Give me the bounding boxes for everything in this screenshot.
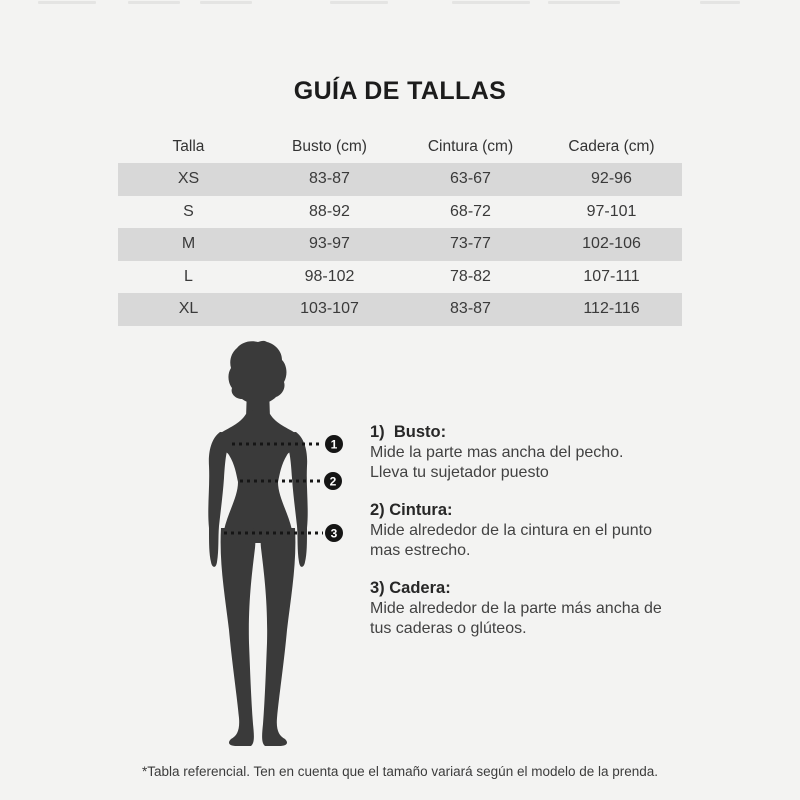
size-table-header-row: Talla Busto (cm) Cintura (cm) Cadera (cm… (118, 130, 682, 163)
marker-2-number: 2 (330, 475, 337, 489)
cell-talla: XS (177, 170, 200, 188)
column-header-talla: Talla (172, 137, 205, 155)
column-header-cadera: Cadera (cm) (568, 137, 655, 155)
cell-busto: 98-102 (304, 267, 355, 285)
cell-busto: 103-107 (300, 300, 359, 318)
instruction-desc-busto: Mide la parte mas ancha del pecho. Lleva… (370, 444, 624, 481)
instruction-label-busto: 1) Busto: (370, 423, 447, 441)
cell-cintura: 68-72 (450, 202, 491, 220)
instruction-label-cintura: 2) Cintura: (370, 501, 453, 519)
cell-cintura: 83-87 (450, 300, 491, 318)
marker-1-circle (325, 435, 343, 453)
cell-cadera: 97-101 (586, 202, 637, 220)
measurement-instructions: 1) Busto: Mide la parte mas ancha del pe… (370, 423, 710, 657)
cell-busto: 83-87 (309, 170, 350, 188)
table-row: XL 103-107 83-87 112-116 (118, 293, 682, 326)
cell-busto: 88-92 (309, 202, 350, 220)
cell-busto: 93-97 (309, 235, 350, 253)
measurement-markers: 1 2 3 (324, 435, 343, 542)
cell-cadera: 107-111 (583, 267, 640, 285)
female-silhouette-icon: 1 2 3 (208, 340, 343, 746)
cell-cintura: 73-77 (450, 235, 491, 253)
cell-talla: M (181, 235, 196, 253)
instruction-label-cadera: 3) Cadera: (370, 579, 451, 597)
table-row: M 93-97 73-77 102-106 (118, 228, 682, 261)
column-header-cintura: Cintura (cm) (427, 137, 514, 155)
page-title: GUÍA DE TALLAS (293, 77, 507, 105)
cell-cadera: 92-96 (591, 170, 632, 188)
marker-3-circle (325, 524, 343, 542)
body-measurement-diagram: 1 2 3 (158, 338, 358, 768)
marker-1-number: 1 (331, 438, 338, 452)
cell-cadera: 112-116 (583, 300, 640, 318)
instruction-item: 2) Cintura: Mide alrededor de la cintura… (370, 501, 710, 560)
top-crop-artifact (0, 0, 800, 6)
table-row: S 88-92 68-72 97-101 (118, 196, 682, 229)
instruction-item: 3) Cadera: Mide alrededor de la parte má… (370, 579, 710, 638)
instruction-item: 1) Busto: Mide la parte mas ancha del pe… (370, 423, 710, 482)
marker-3-number: 3 (331, 527, 338, 541)
instruction-desc-cintura: Mide alrededor de la cintura en el punto… (370, 522, 652, 559)
table-row: L 98-102 78-82 107-111 (118, 261, 682, 294)
cell-cintura: 63-67 (450, 170, 491, 188)
cell-cadera: 102-106 (582, 235, 641, 253)
cell-cintura: 78-82 (450, 267, 491, 285)
cell-talla: S (183, 202, 194, 220)
column-header-busto: Busto (cm) (292, 137, 367, 155)
size-table: Talla Busto (cm) Cintura (cm) Cadera (cm… (118, 130, 682, 326)
marker-2-circle (324, 472, 342, 490)
table-row: XS 83-87 63-67 92-96 (118, 163, 682, 196)
cell-talla: L (184, 267, 193, 285)
measurement-lines (224, 442, 323, 535)
cell-talla: XL (178, 300, 199, 318)
instruction-desc-cadera: Mide alrededor de la parte más ancha de … (370, 600, 662, 637)
reference-footnote: *Tabla referencial. Ten en cuenta que el… (141, 764, 659, 779)
